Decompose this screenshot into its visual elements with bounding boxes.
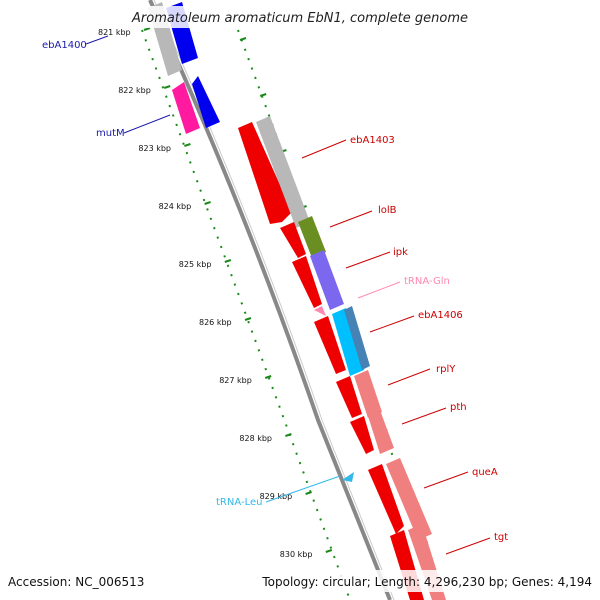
scale-tick (285, 433, 292, 437)
pth-cog-box (368, 410, 394, 454)
scale-label: 826 kbp (199, 318, 232, 327)
label-pth[interactable]: pth (450, 402, 467, 413)
leader-mutM (123, 114, 171, 134)
scale-label: 828 kbp (239, 434, 272, 443)
backbone-shadow (153, 0, 395, 600)
leader-rplY (387, 368, 431, 386)
scale-tick (163, 85, 171, 89)
leader-tgt (445, 537, 491, 555)
scale-label: 824 kbp (159, 202, 192, 211)
scale-label: 823 kbp (138, 144, 171, 153)
scale-label: 821 kbp (98, 28, 131, 37)
scale-tick (224, 259, 232, 263)
feature-lolB[interactable] (280, 216, 326, 258)
tRNA-Gln-arrow (314, 306, 326, 316)
scale-labels: 821 kbp 822 kbp 823 kbp 824 kbp 825 kbp 826 k… (98, 28, 312, 559)
feature-rplY[interactable] (336, 370, 382, 418)
feature-tRNA-Gln[interactable] (314, 306, 326, 316)
feature-queA[interactable] (368, 458, 432, 540)
feature-ipk[interactable] (292, 250, 344, 310)
lolB-cog-box (298, 216, 326, 258)
leader-pth (401, 407, 447, 425)
ebA1406-arrow (314, 316, 346, 374)
ebA1406-cyan-box (332, 308, 364, 376)
leader-tRNA-Leu (265, 475, 341, 503)
accession-text: Accession: NC_006513 (8, 575, 144, 589)
lolB-arrow (280, 222, 306, 258)
label-ipk[interactable]: ipk (393, 247, 408, 258)
leader-tRNA-Gln (357, 281, 401, 299)
feature-tRNA-Leu[interactable] (342, 472, 354, 482)
label-ebA1400[interactable]: ebA1400 (42, 40, 87, 51)
scale-label: 825 kbp (179, 260, 212, 269)
label-ebA1403[interactable]: ebA1403 (350, 135, 395, 146)
title-backdrop (118, 6, 482, 28)
ebA1403-arrow (238, 122, 292, 224)
scale-tick (305, 491, 312, 495)
genome-summary-text: Topology: circular; Length: 4,296,230 bp… (261, 575, 592, 589)
footer-backdrop (0, 570, 600, 592)
label-ebA1406[interactable]: ebA1406 (418, 310, 463, 321)
label-tRNA-Leu[interactable]: tRNA-Leu (216, 497, 262, 508)
scale-label: 830 kbp (280, 550, 313, 559)
rplY-arrow (336, 376, 362, 418)
scale-tick (184, 143, 191, 147)
ebA1403-cog-box (256, 116, 310, 228)
scale-label: 829 kbp (260, 492, 293, 501)
outer-scale-tick (239, 37, 247, 41)
scale-tick (204, 201, 211, 205)
leader-queA (423, 471, 469, 489)
leader-ipk (345, 251, 391, 269)
ipk-arrow (292, 256, 322, 308)
scale-label: 822 kbp (118, 86, 151, 95)
label-mutM[interactable]: mutM (96, 128, 125, 139)
leader-ebA1403 (301, 139, 347, 159)
scale-tick (244, 317, 252, 321)
leader-ebA1400 (85, 35, 109, 45)
inner-scale-track (141, 29, 351, 600)
feature-pth[interactable] (350, 410, 394, 454)
pth-arrow (350, 416, 374, 454)
label-tRNA-Gln[interactable]: tRNA-Gln (404, 276, 450, 287)
leader-lolB (329, 210, 373, 228)
scale-tick (143, 27, 151, 31)
feature-labels: ebA1400 mutM ebA1403 lolB ipk tRNA-Gln e… (42, 35, 508, 555)
feature-ebA1406[interactable] (314, 306, 370, 376)
mutM-blue-arrow (192, 76, 220, 128)
tRNA-Leu-arrow (342, 472, 354, 482)
label-queA[interactable]: queA (472, 467, 498, 478)
ipk-cog-box (310, 250, 344, 310)
ebA1406-steel-box (344, 306, 370, 370)
outer-scale-tick (259, 93, 267, 97)
label-tgt[interactable]: tgt (494, 532, 508, 543)
scale-tick (325, 549, 333, 553)
map-title: Aromatoleum aromaticum EbN1, complete ge… (131, 11, 468, 26)
mutM-arrow (172, 82, 200, 134)
rplY-cog-box (354, 370, 382, 418)
queA-cog-box (386, 458, 432, 540)
scale-tick (264, 375, 272, 379)
label-lolB[interactable]: lolB (378, 205, 397, 216)
queA-arrow (368, 464, 404, 534)
label-rplY[interactable]: rplY (436, 364, 456, 375)
feature-ebA1403[interactable] (238, 116, 310, 228)
feature-mutM[interactable] (172, 76, 220, 134)
scale-label: 827 kbp (219, 376, 252, 385)
leader-ebA1406 (369, 315, 415, 333)
